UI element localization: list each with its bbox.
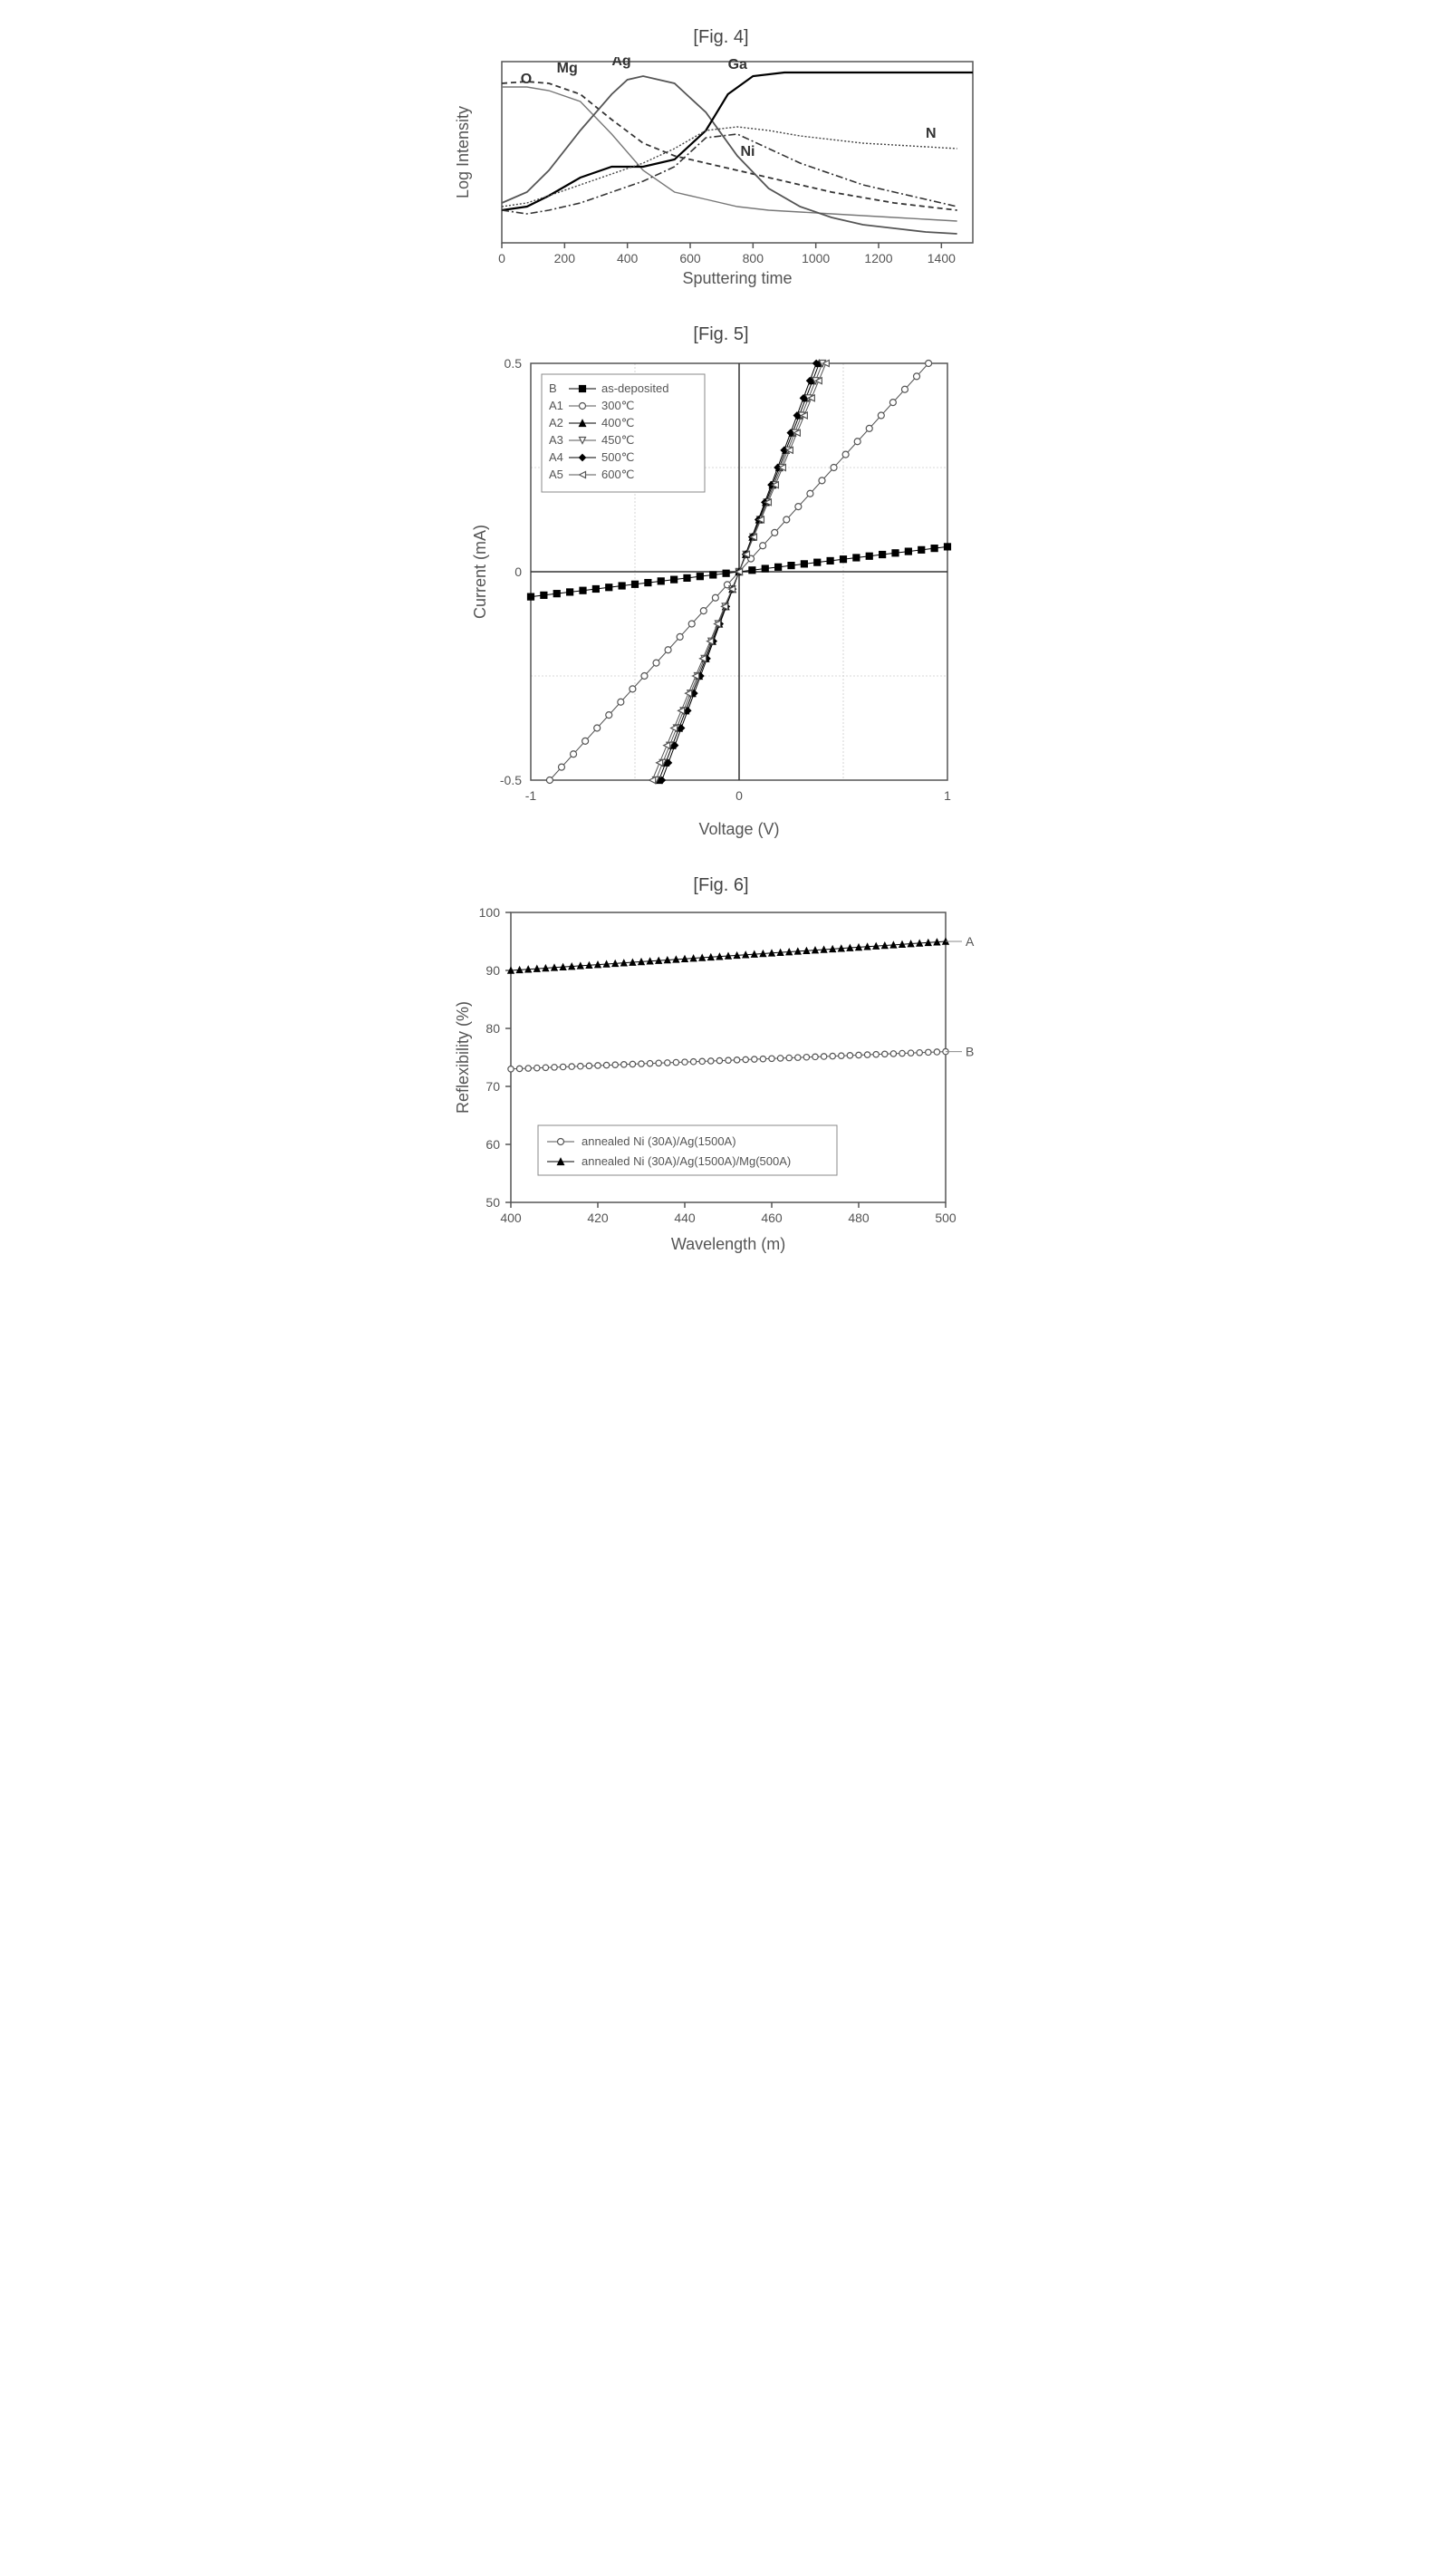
svg-text:400: 400 xyxy=(616,251,638,265)
svg-text:B: B xyxy=(966,1045,974,1059)
fig6-label: [Fig. 6] xyxy=(693,875,748,896)
svg-text:Sputtering time: Sputtering time xyxy=(682,269,792,287)
svg-text:400℃: 400℃ xyxy=(601,416,634,429)
svg-text:Voltage (V): Voltage (V) xyxy=(698,820,779,838)
svg-text:A5: A5 xyxy=(549,468,563,481)
svg-text:400: 400 xyxy=(500,1211,522,1225)
svg-text:A: A xyxy=(966,934,975,949)
svg-text:450℃: 450℃ xyxy=(601,433,634,447)
svg-text:500℃: 500℃ xyxy=(601,450,634,464)
svg-text:1200: 1200 xyxy=(864,251,892,265)
svg-text:440: 440 xyxy=(674,1211,696,1225)
svg-text:Ga: Ga xyxy=(727,57,746,72)
svg-text:as-deposited: as-deposited xyxy=(601,381,668,395)
svg-text:500: 500 xyxy=(935,1211,957,1225)
svg-text:0: 0 xyxy=(514,564,522,579)
svg-text:300℃: 300℃ xyxy=(601,399,634,412)
svg-text:Current (mA): Current (mA) xyxy=(471,525,489,619)
svg-text:0: 0 xyxy=(735,788,743,803)
svg-text:90: 90 xyxy=(485,963,500,978)
svg-text:80: 80 xyxy=(485,1021,500,1036)
svg-text:70: 70 xyxy=(485,1079,500,1094)
svg-text:Mg: Mg xyxy=(556,61,577,76)
fig6-chart: 400 420 440 460 480 500 50 60 70 80 90 100 Wavelengt… xyxy=(452,905,991,1254)
svg-text:annealed Ni (30A)/Ag(1500A): annealed Ni (30A)/Ag(1500A) xyxy=(582,1134,736,1148)
svg-text:0: 0 xyxy=(498,251,505,265)
svg-text:annealed Ni (30A)/Ag(1500A)/Mg: annealed Ni (30A)/Ag(1500A)/Mg(500A) xyxy=(582,1154,791,1168)
svg-text:A3: A3 xyxy=(549,433,563,447)
svg-text:-0.5: -0.5 xyxy=(500,773,522,787)
fig4-label: [Fig. 4] xyxy=(693,27,748,48)
svg-text:1: 1 xyxy=(944,788,951,803)
svg-text:N: N xyxy=(926,126,937,141)
svg-text:A4: A4 xyxy=(549,450,563,464)
svg-text:1000: 1000 xyxy=(802,251,830,265)
svg-text:460: 460 xyxy=(761,1211,783,1225)
svg-text:600: 600 xyxy=(679,251,701,265)
svg-text:800: 800 xyxy=(742,251,764,265)
svg-text:Reflexibility (%): Reflexibility (%) xyxy=(454,1001,472,1114)
svg-text:Log Intensity: Log Intensity xyxy=(454,106,472,198)
svg-text:420: 420 xyxy=(587,1211,609,1225)
svg-text:A2: A2 xyxy=(549,416,563,429)
svg-text:Ag: Ag xyxy=(611,57,630,69)
svg-text:0.5: 0.5 xyxy=(505,356,523,371)
svg-text:Wavelength (m): Wavelength (m) xyxy=(670,1235,784,1253)
svg-text:600℃: 600℃ xyxy=(601,468,634,481)
svg-text:O: O xyxy=(520,72,531,87)
fig5-label: [Fig. 5] xyxy=(693,324,748,345)
fig5-chart: -1 0 1 -0.5 0 0.5 Voltage (V) Current (mA) Bas-d… xyxy=(467,354,975,839)
svg-text:A1: A1 xyxy=(549,399,563,412)
svg-text:100: 100 xyxy=(478,905,500,920)
svg-text:B: B xyxy=(549,381,557,395)
svg-text:50: 50 xyxy=(485,1195,500,1210)
svg-text:60: 60 xyxy=(485,1137,500,1152)
svg-text:480: 480 xyxy=(848,1211,870,1225)
svg-text:1400: 1400 xyxy=(927,251,955,265)
fig4-chart: 0 200 400 600 800 1000 1200 1400 Sputtering time… xyxy=(452,57,991,288)
svg-text:-1: -1 xyxy=(525,788,537,803)
svg-text:Ni: Ni xyxy=(740,144,755,159)
svg-text:200: 200 xyxy=(553,251,575,265)
